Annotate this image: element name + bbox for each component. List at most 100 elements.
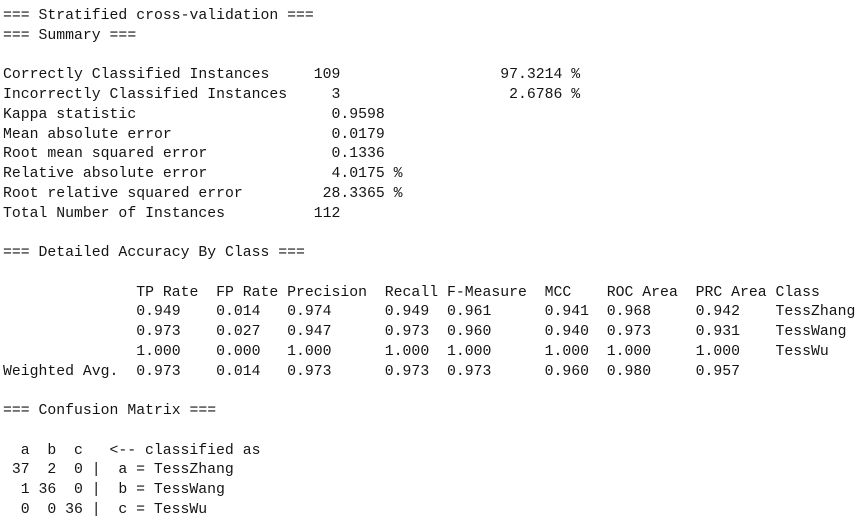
matrix-row-separator: | bbox=[91, 482, 101, 498]
prc-area-cell: 0.957 bbox=[695, 363, 740, 380]
mcc-cell: 1.000 bbox=[544, 343, 590, 360]
fp-rate-cell: 0.014 bbox=[216, 363, 261, 380]
matrix-cell: 2 bbox=[47, 462, 57, 479]
matrix-cell: 0 bbox=[73, 462, 83, 479]
blank-line bbox=[3, 47, 865, 67]
fp-rate-cell: 0.000 bbox=[216, 343, 261, 360]
summary-row: Root mean squared error 0.1336 bbox=[3, 145, 865, 165]
summary-label: Mean absolute error bbox=[3, 126, 172, 143]
tp-rate-cell: 0.973 bbox=[136, 324, 181, 340]
roc-area-cell: 0.968 bbox=[606, 304, 652, 321]
class-cell: TessZhang bbox=[775, 304, 856, 321]
prc-area-cell: 1.000 bbox=[695, 343, 740, 360]
roc-area-cell: 0.980 bbox=[606, 363, 652, 380]
class-cell: TessWang bbox=[775, 324, 847, 340]
class-header: Class bbox=[775, 284, 820, 301]
summary-label: Total Number of Instances bbox=[3, 205, 225, 222]
class-cell: TessWu bbox=[775, 343, 829, 360]
mcc-cell: 0.960 bbox=[544, 363, 590, 380]
precision-cell: 0.974 bbox=[287, 304, 332, 321]
summary-label: Root relative squared error bbox=[3, 185, 243, 202]
confusion-matrix-row: 0 0 36 | c = TessWu bbox=[3, 501, 865, 521]
matrix-col-label: a bbox=[20, 442, 30, 459]
recall-cell: 0.949 bbox=[384, 304, 430, 321]
matrix-row-separator: | bbox=[91, 462, 101, 479]
summary-row: Relative absolute error 4.0175 % bbox=[3, 165, 865, 185]
summary-label: Root mean squared error bbox=[3, 146, 208, 163]
tp-rate-cell: 0.949 bbox=[136, 304, 181, 321]
blank-line bbox=[3, 224, 865, 244]
fp-rate-cell: 0.014 bbox=[216, 304, 261, 321]
mcc-cell: 0.940 bbox=[544, 324, 590, 340]
precision-cell: 1.000 bbox=[287, 343, 332, 360]
matrix-cell: 0 bbox=[47, 501, 57, 518]
matrix-class-assignment: b = TessWang bbox=[118, 482, 225, 498]
summary-row: Correctly Classified Instances 109 97.3214… bbox=[3, 66, 865, 86]
matrix-cell: 0 bbox=[73, 482, 83, 498]
summary-value: 28.3365 % bbox=[322, 185, 403, 202]
summary-value: 3 bbox=[331, 87, 341, 103]
summary-row: Root relative squared error 28.3365 % bbox=[3, 185, 865, 205]
summary-value: 109 bbox=[313, 67, 341, 84]
matrix-cell: 0 bbox=[20, 501, 30, 518]
matrix-col-label: b bbox=[47, 442, 57, 459]
recall-header: Recall bbox=[384, 284, 439, 301]
section-heading-confusion-matrix: === Confusion Matrix === bbox=[3, 403, 217, 419]
accuracy-table-row-weighted-avg: Weighted Avg. 0.973 0.014 0.973 0.973 0.973 0.… bbox=[3, 363, 865, 383]
prc-area-cell: 0.931 bbox=[695, 324, 740, 340]
fp-rate-cell: 0.027 bbox=[216, 324, 261, 340]
matrix-cell: 36 bbox=[38, 482, 57, 498]
roc-area-header: ROC Area bbox=[606, 284, 678, 301]
blank-line bbox=[3, 382, 865, 402]
precision-cell: 0.973 bbox=[287, 363, 332, 380]
summary-percent: 97.3214 % bbox=[500, 67, 581, 84]
matrix-class-assignment: c = TessWu bbox=[118, 501, 208, 518]
fp-rate-header: FP Rate bbox=[216, 284, 279, 301]
section-heading-summary: === Summary === bbox=[3, 27, 137, 44]
summary-value: 4.0175 % bbox=[331, 166, 403, 182]
mcc-header: MCC bbox=[544, 284, 572, 301]
summary-percent: 2.6786 % bbox=[509, 87, 581, 103]
precision-cell: 0.947 bbox=[287, 324, 332, 340]
recall-cell: 1.000 bbox=[384, 343, 430, 360]
blank-line bbox=[3, 264, 865, 284]
row-label: Weighted Avg. bbox=[3, 363, 119, 380]
classified-as-label: <-- classified as bbox=[109, 442, 261, 459]
matrix-cell: 1 bbox=[20, 482, 30, 498]
accuracy-table-header: TP Rate FP Rate Precision Recall F-Measure MC… bbox=[3, 284, 865, 304]
f-measure-cell: 0.960 bbox=[446, 324, 492, 340]
summary-label: Correctly Classified Instances bbox=[3, 67, 270, 84]
accuracy-table-row: 0.973 0.027 0.947 0.973 0.960 0.940 0.973 0.931… bbox=[3, 323, 865, 343]
recall-cell: 0.973 bbox=[384, 324, 430, 340]
summary-value: 0.0179 bbox=[331, 126, 385, 143]
confusion-matrix-row: 37 2 0 | a = TessZhang bbox=[3, 461, 865, 481]
summary-row: Kappa statistic 0.9598 bbox=[3, 106, 865, 126]
tp-rate-header: TP Rate bbox=[136, 284, 199, 301]
summary-value: 0.9598 bbox=[331, 106, 385, 123]
matrix-col-label: c bbox=[73, 442, 83, 459]
precision-header: Precision bbox=[287, 284, 368, 301]
section-heading-stratified-cross-validation: === Stratified cross-validation === bbox=[3, 8, 314, 24]
roc-area-cell: 1.000 bbox=[606, 343, 652, 360]
tp-rate-cell: 1.000 bbox=[136, 343, 181, 360]
summary-label: Kappa statistic bbox=[3, 106, 137, 123]
summary-value: 0.1336 bbox=[331, 146, 385, 163]
matrix-class-assignment: a = TessZhang bbox=[118, 462, 234, 479]
recall-cell: 0.973 bbox=[384, 363, 430, 380]
confusion-matrix-row: 1 36 0 | b = TessWang bbox=[3, 481, 865, 501]
matrix-cell: 36 bbox=[65, 501, 83, 518]
summary-label: Relative absolute error bbox=[3, 166, 208, 182]
confusion-matrix-header: a b c <-- classified as bbox=[3, 442, 865, 462]
summary-value: 112 bbox=[313, 205, 341, 222]
prc-area-cell: 0.942 bbox=[695, 304, 740, 321]
summary-row: Mean absolute error 0.0179 bbox=[3, 126, 865, 146]
blank-line bbox=[3, 422, 865, 442]
summary-label: Incorrectly Classified Instances bbox=[3, 87, 288, 103]
summary-row: Incorrectly Classified Instances 3 2.6786 … bbox=[3, 86, 865, 106]
roc-area-cell: 0.973 bbox=[606, 324, 652, 340]
matrix-cell: 37 bbox=[11, 462, 30, 479]
tp-rate-cell: 0.973 bbox=[136, 363, 181, 380]
f-measure-cell: 0.973 bbox=[446, 363, 492, 380]
accuracy-table-row: 0.949 0.014 0.974 0.949 0.961 0.941 0.968 0.942… bbox=[3, 303, 865, 323]
